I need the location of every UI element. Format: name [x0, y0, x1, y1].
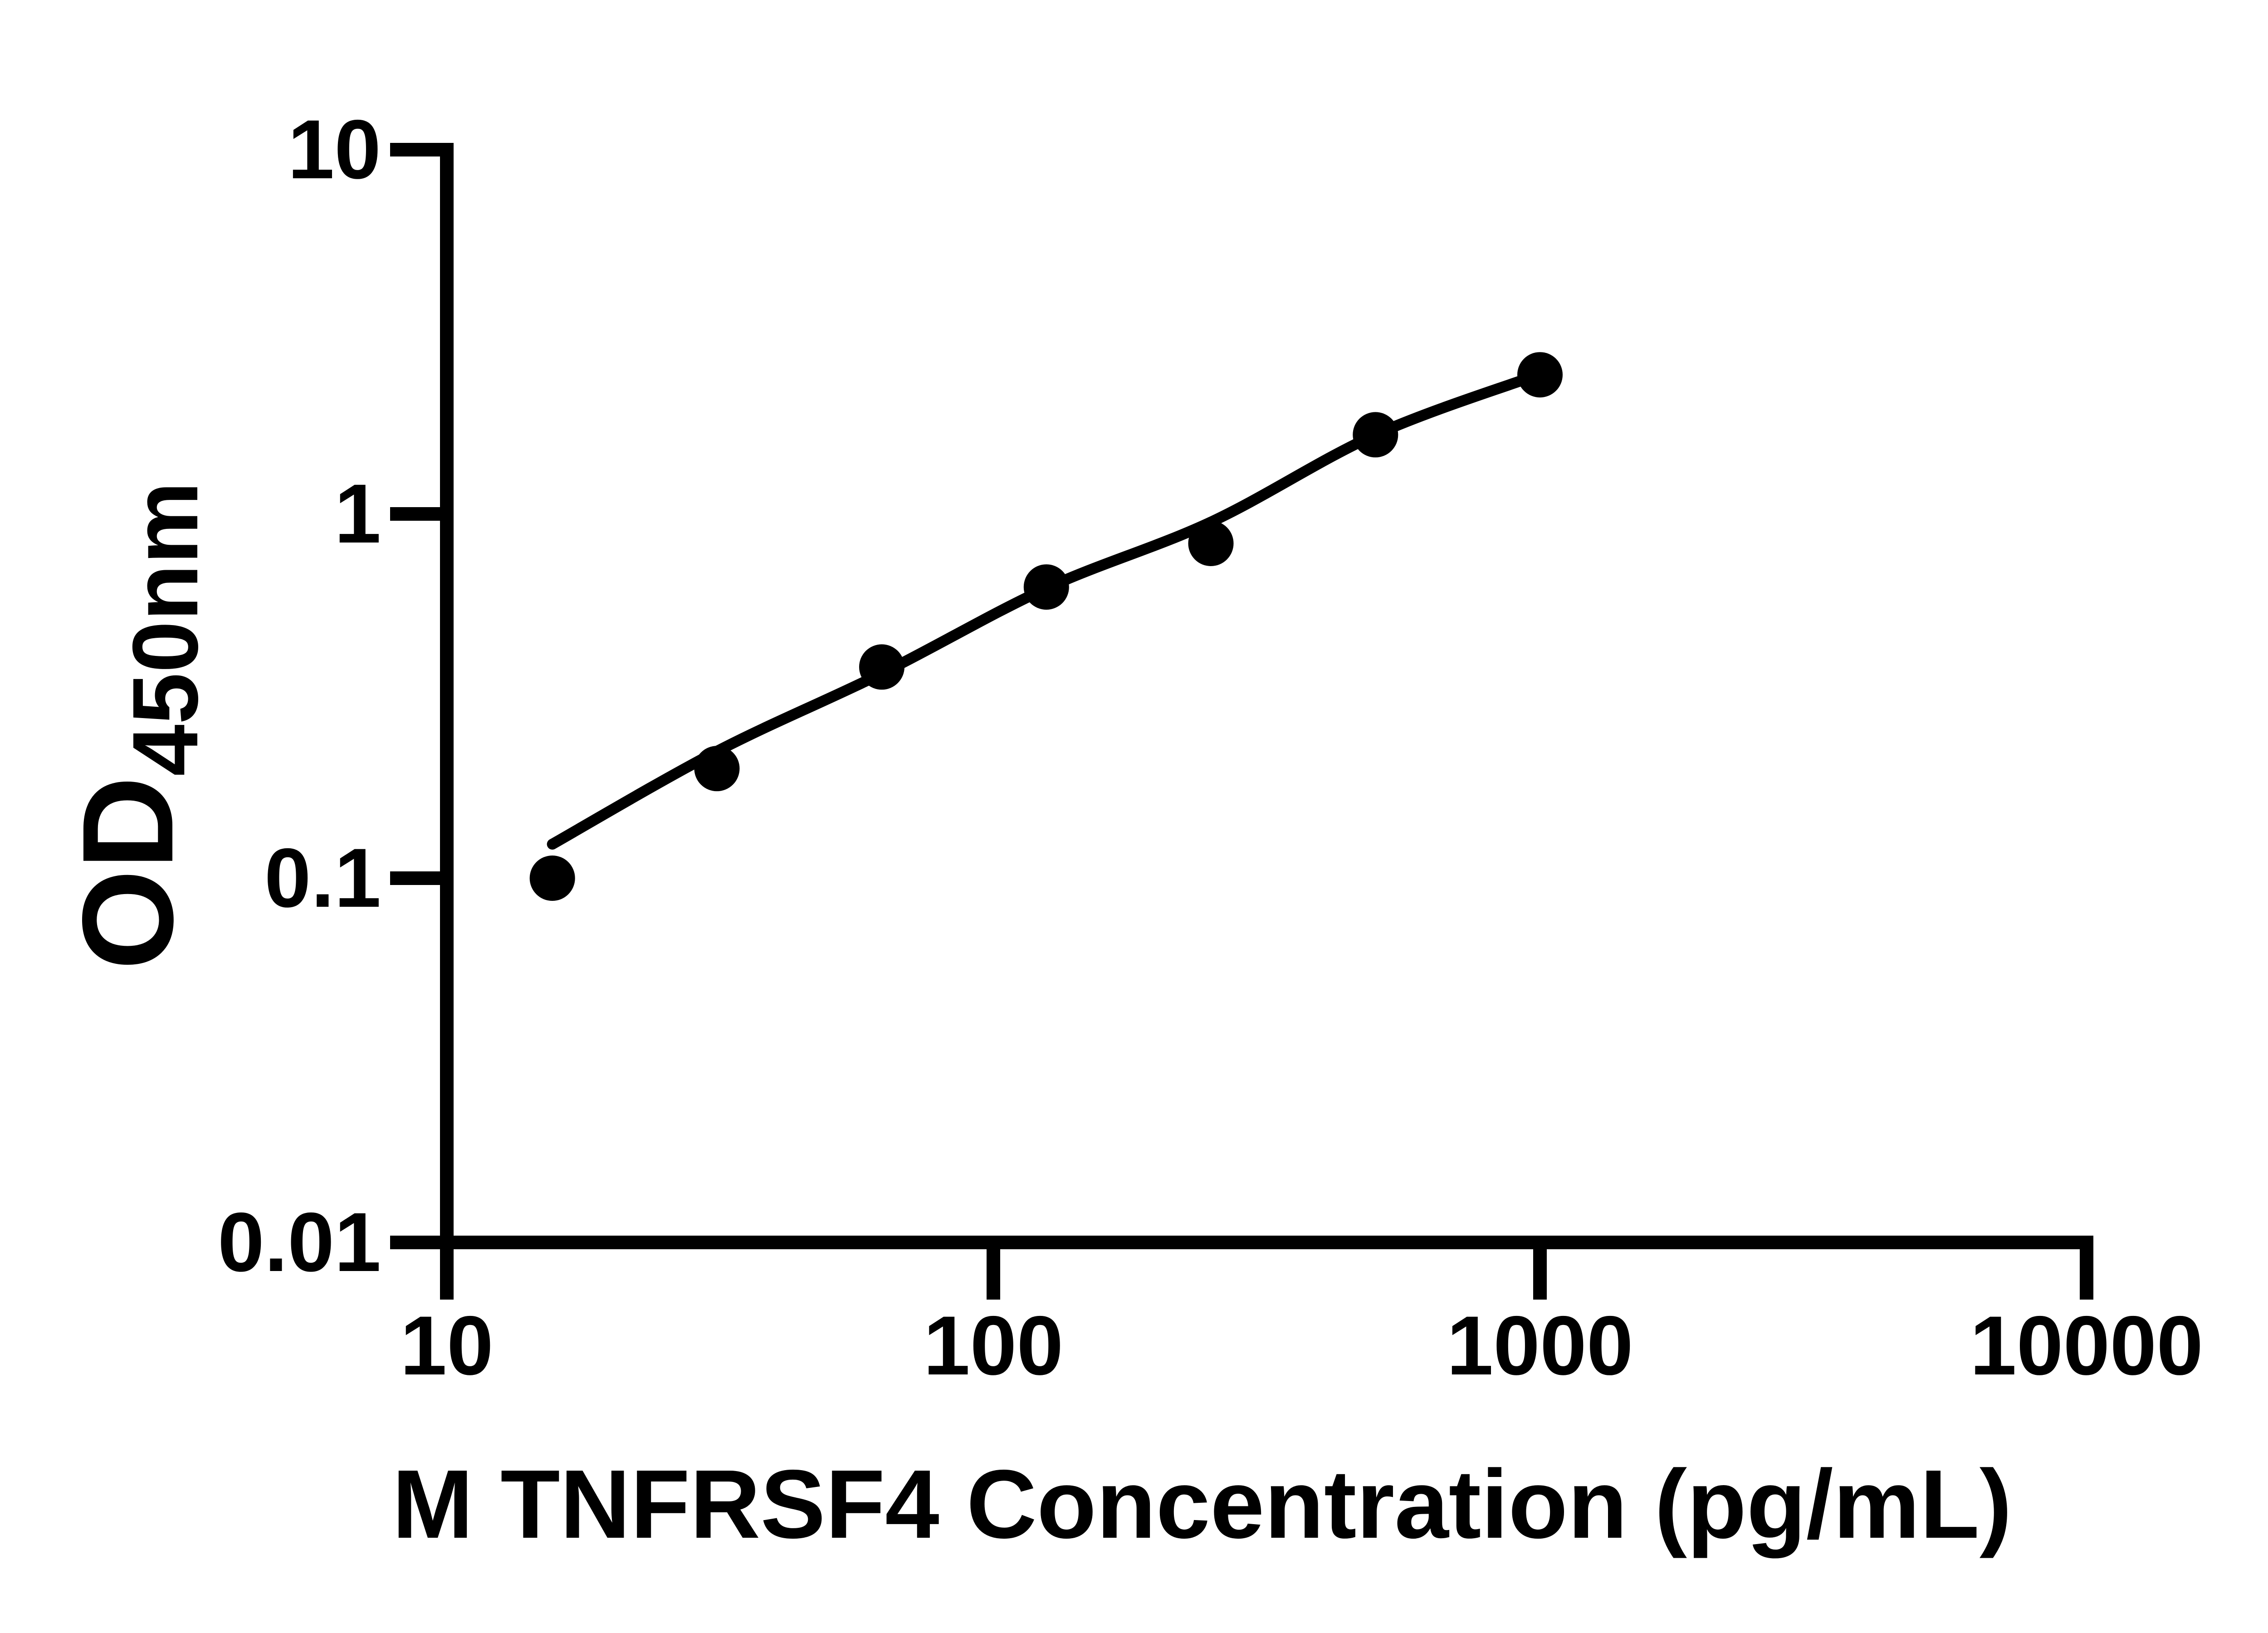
x-axis-tick-label: 10 [400, 1299, 494, 1393]
y-axis-title-subscript: 450nm [113, 481, 217, 776]
y-axis-title: OD450nm [56, 481, 217, 970]
x-axis-tick-label: 10000 [1970, 1299, 2203, 1393]
y-axis-tick-label: 10 [288, 103, 381, 196]
y-axis-ticks [390, 143, 447, 1249]
data-point [694, 746, 740, 792]
y-axis-tick-label: 0.01 [218, 1196, 381, 1289]
data-point [1353, 412, 1398, 458]
y-axis-tick-labels: 10 1 0.1 0.01 [218, 103, 381, 1289]
x-axis-tick-label: 100 [924, 1299, 1064, 1393]
plot-series [529, 352, 1563, 901]
y-axis-tick-label: 0.1 [264, 831, 381, 925]
data-point [859, 644, 904, 690]
y-axis-title-base: OD [56, 776, 200, 970]
y-axis-tick-label: 1 [334, 467, 381, 561]
data-point [529, 856, 575, 901]
x-axis-tick-labels: 10 100 1000 10000 [400, 1299, 2203, 1393]
x-axis-tick-label: 1000 [1447, 1299, 1633, 1393]
data-point [1188, 521, 1234, 566]
x-axis-ticks [440, 1242, 2093, 1300]
data-point [1023, 564, 1069, 610]
data-point [1517, 352, 1563, 398]
axes: 10 1 0.1 0.01 10 100 1000 10000 [218, 103, 2203, 1393]
x-axis-title: M TNFRSF4 Concentration (pg/mL) [392, 1449, 2012, 1559]
data-points [529, 352, 1563, 901]
